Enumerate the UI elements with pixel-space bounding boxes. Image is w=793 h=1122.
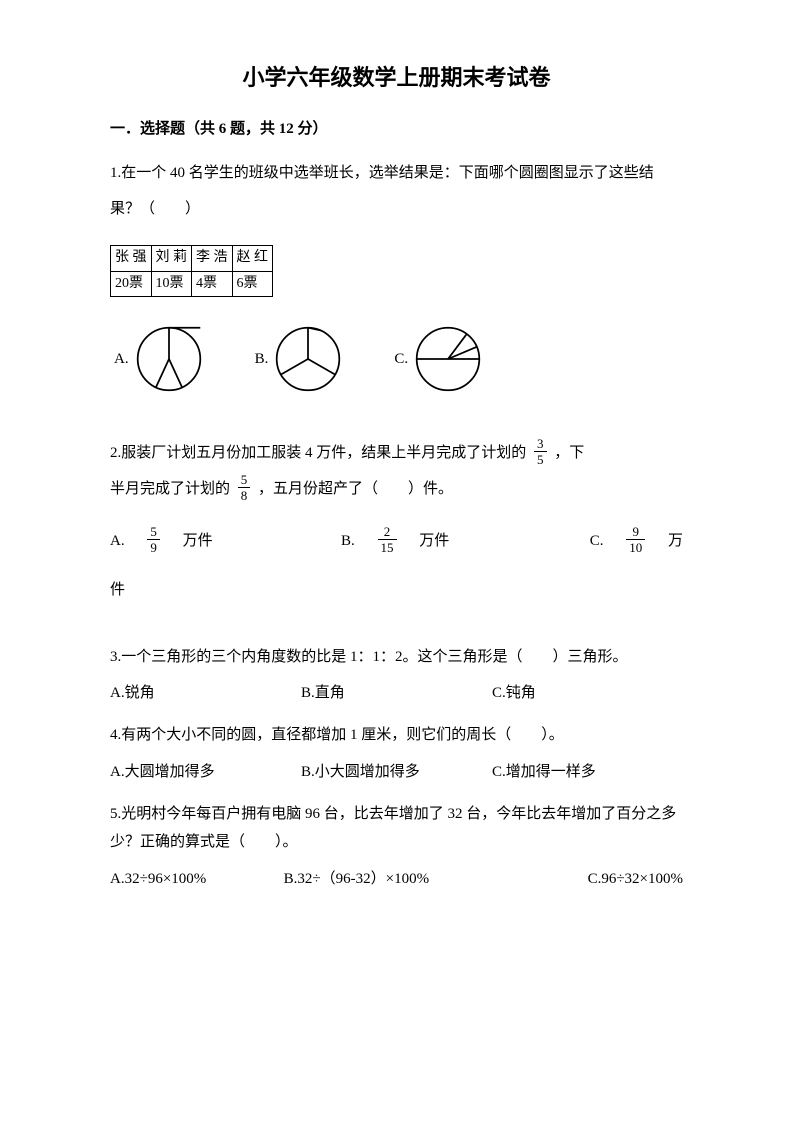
cell: 6票: [232, 271, 273, 296]
exam-title: 小学六年级数学上册期末考试卷: [110, 60, 683, 95]
option-C: C. 910 万: [512, 525, 683, 558]
option-A: A.: [114, 323, 205, 395]
option-B: B.: [255, 323, 345, 395]
option-B: B. 215 万件: [281, 525, 512, 558]
table-row: 张 强 刘 莉 李 浩 赵 红: [111, 246, 273, 271]
pie-options: A. B. C.: [114, 323, 683, 395]
table-row: 20票 10票 4票 6票: [111, 271, 273, 296]
cell: 张 强: [111, 246, 152, 271]
option-B: B.直角: [301, 681, 492, 705]
q2-options: A. 59 万件 B. 215 万件 C. 910 万: [110, 525, 683, 558]
cell: 李 浩: [192, 246, 233, 271]
option-A: A.锐角: [110, 681, 301, 705]
option-A: A.32÷96×100%: [110, 867, 284, 891]
pie-chart-icon: [272, 323, 344, 395]
cell: 刘 莉: [151, 246, 192, 271]
option-C: C.96÷32×100%: [509, 867, 683, 891]
q5-options: A.32÷96×100% B.32÷（96-32）×100% C.96÷32×1…: [110, 867, 683, 891]
option-C: C.: [394, 323, 484, 395]
fraction: 58: [238, 473, 251, 502]
q3-options: A.锐角 B.直角 C.钝角: [110, 681, 683, 705]
pie-chart-icon: [412, 323, 484, 395]
question-3: 3.一个三角形的三个内角度数的比是 1：1：2。这个三角形是（ ）三角形。: [110, 643, 683, 672]
question-1: 1.在一个 40 名学生的班级中选举班长，选举结果是：下面哪个圆圈图显示了这些结…: [110, 155, 683, 227]
question-4: 4.有两个大小不同的圆，直径都增加 1 厘米，则它们的周长（ ）。: [110, 721, 683, 750]
option-B: B.小大圆增加得多: [301, 760, 492, 784]
section-header: 一．选择题（共 6 题，共 12 分）: [110, 117, 683, 141]
option-label: B.: [255, 347, 269, 371]
vote-table: 张 强 刘 莉 李 浩 赵 红 20票 10票 4票 6票: [110, 245, 273, 297]
fraction: 59: [147, 525, 160, 554]
q2-part1a: 2.服装厂计划五月份加工服装 4 万件，结果上半月完成了计划的: [110, 445, 526, 461]
option-C: C.钝角: [492, 681, 683, 705]
cell: 4票: [192, 271, 233, 296]
q2-tail: 件: [110, 574, 683, 607]
pie-chart-icon: [133, 323, 205, 395]
cell: 10票: [151, 271, 192, 296]
cell: 20票: [111, 271, 152, 296]
q4-options: A.大圆增加得多 B.小大圆增加得多 C.增加得一样多: [110, 760, 683, 784]
option-B: B.32÷（96-32）×100%: [284, 867, 510, 891]
option-A: A.大圆增加得多: [110, 760, 301, 784]
fraction: 910: [626, 525, 645, 554]
q2-part2a: 半月完成了计划的: [110, 481, 230, 497]
q2-part2b: ，五月份超产了（ ）件。: [258, 481, 453, 497]
option-label: C.: [394, 347, 408, 371]
q2-part1b: ，下: [554, 445, 584, 461]
fraction: 35: [534, 437, 547, 466]
fraction: 215: [378, 525, 397, 554]
option-A: A. 59 万件: [110, 525, 281, 558]
option-C: C.增加得一样多: [492, 760, 683, 784]
question-2: 2.服装厂计划五月份加工服装 4 万件，结果上半月完成了计划的 35 ，下 半月…: [110, 435, 683, 507]
option-label: A.: [114, 347, 129, 371]
cell: 赵 红: [232, 246, 273, 271]
question-5: 5.光明村今年每百户拥有电脑 96 台，比去年增加了 32 台，今年比去年增加了…: [110, 800, 683, 857]
q1-text: 1.在一个 40 名学生的班级中选举班长，选举结果是：下面哪个圆圈图显示了这些结…: [110, 165, 654, 217]
